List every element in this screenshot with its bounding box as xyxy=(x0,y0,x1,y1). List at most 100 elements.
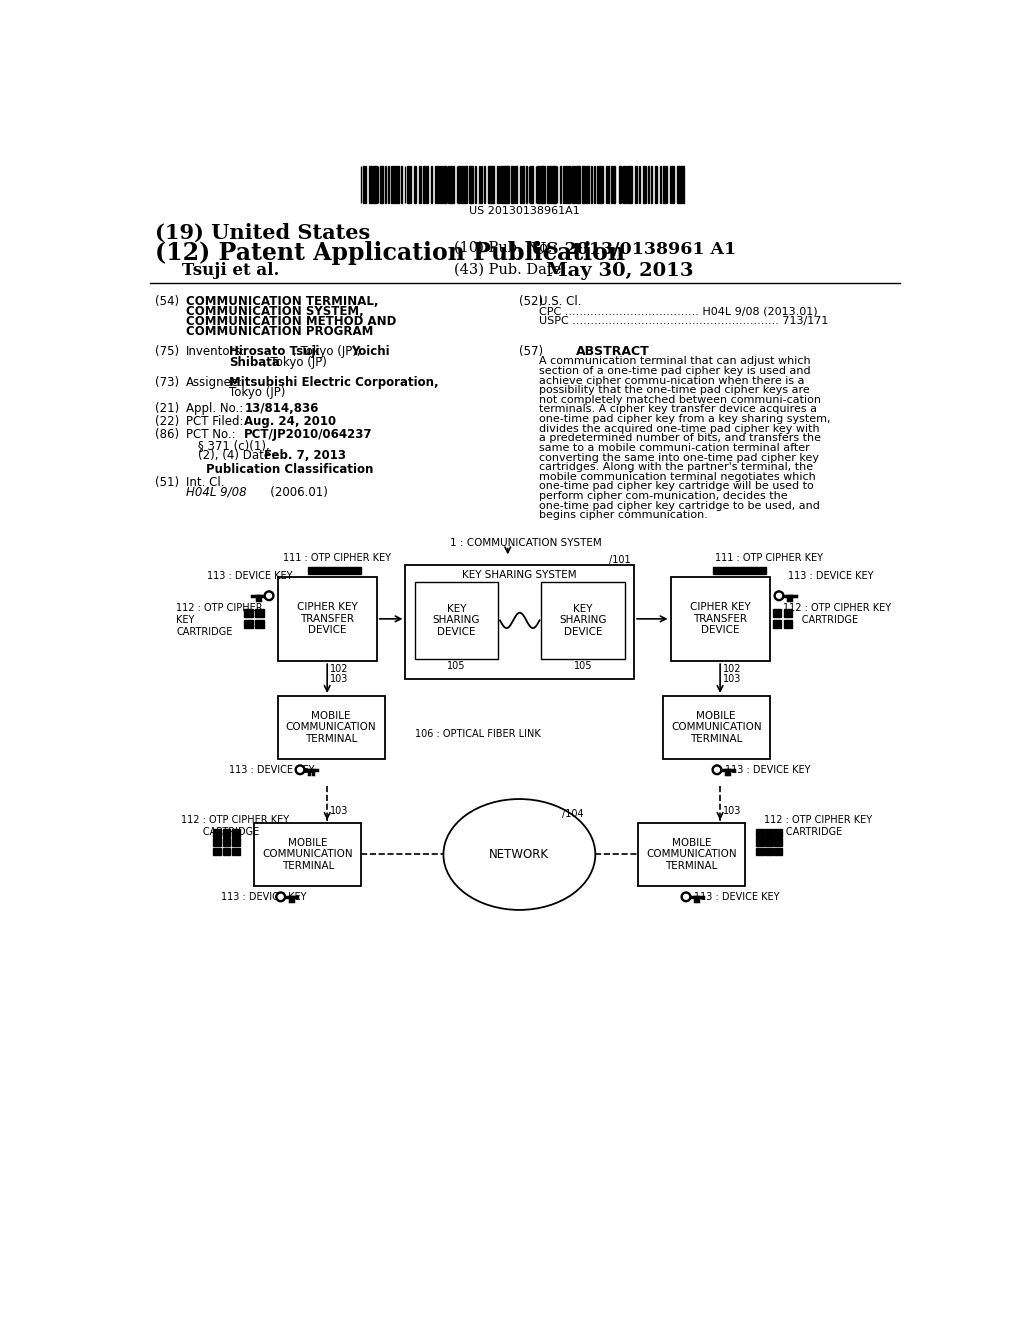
Text: USPC ......................................................... 713/171: USPC ...................................… xyxy=(539,317,828,326)
Bar xyxy=(765,838,773,846)
FancyBboxPatch shape xyxy=(541,582,625,659)
Bar xyxy=(554,166,556,203)
Text: (22): (22) xyxy=(155,414,179,428)
Bar xyxy=(373,166,377,203)
Bar xyxy=(583,166,586,203)
Text: PCT Filed:: PCT Filed: xyxy=(186,414,244,428)
Text: 102: 102 xyxy=(331,664,349,673)
Text: 105: 105 xyxy=(573,661,592,671)
Bar xyxy=(783,619,793,628)
Circle shape xyxy=(279,895,283,899)
Bar xyxy=(506,166,509,203)
Text: Appl. No.:: Appl. No.: xyxy=(186,401,244,414)
Circle shape xyxy=(712,764,722,775)
Text: KEY
SHARING
DEVICE: KEY SHARING DEVICE xyxy=(433,603,480,638)
Bar xyxy=(469,166,471,203)
Text: CIPHER KEY
TRANSFER
DEVICE: CIPHER KEY TRANSFER DEVICE xyxy=(297,602,357,635)
Bar xyxy=(245,619,253,628)
Bar xyxy=(756,829,764,837)
Text: not completely matched between communi-cation: not completely matched between communi-c… xyxy=(539,395,821,405)
Text: (2), (4) Date:: (2), (4) Date: xyxy=(198,449,274,462)
Bar xyxy=(522,166,524,203)
Circle shape xyxy=(776,593,781,598)
Text: May 30, 2013: May 30, 2013 xyxy=(547,263,694,280)
Text: ABSTRACT: ABSTRACT xyxy=(575,345,649,358)
Text: 106 : OPTICAL FIBER LINK: 106 : OPTICAL FIBER LINK xyxy=(415,729,541,739)
Bar xyxy=(245,609,253,618)
Text: Inventors:: Inventors: xyxy=(186,345,246,358)
Bar xyxy=(388,166,389,203)
Bar xyxy=(682,166,684,203)
Bar xyxy=(213,838,221,846)
Text: converting the same into one-time pad cipher key: converting the same into one-time pad ci… xyxy=(539,453,819,462)
Bar xyxy=(575,166,580,203)
Bar xyxy=(624,166,625,203)
Text: Publication Classification: Publication Classification xyxy=(206,463,373,477)
Bar xyxy=(773,609,781,618)
Text: begins cipher communication.: begins cipher communication. xyxy=(539,511,708,520)
Text: same to a mobile communi-cation terminal after: same to a mobile communi-cation terminal… xyxy=(539,444,810,453)
Bar xyxy=(423,166,425,203)
Bar xyxy=(765,829,773,837)
Text: U.S. Cl.: U.S. Cl. xyxy=(539,296,582,309)
Text: (75): (75) xyxy=(155,345,179,358)
Bar xyxy=(774,847,782,855)
Text: 103: 103 xyxy=(331,807,348,816)
Bar xyxy=(628,166,632,203)
FancyBboxPatch shape xyxy=(278,696,385,759)
Text: one-time pad cipher key cartridge will be used to: one-time pad cipher key cartridge will b… xyxy=(539,482,813,491)
Bar xyxy=(419,166,421,203)
Bar xyxy=(471,166,473,203)
Text: Tsuji et al.: Tsuji et al. xyxy=(182,263,280,280)
Bar xyxy=(461,166,463,203)
Bar xyxy=(222,847,230,855)
Text: COMMUNICATION METHOD AND: COMMUNICATION METHOD AND xyxy=(186,315,396,329)
Text: Feb. 7, 2013: Feb. 7, 2013 xyxy=(263,449,346,462)
Circle shape xyxy=(266,593,271,598)
Circle shape xyxy=(264,591,274,601)
Bar xyxy=(659,166,662,203)
Text: (12) Patent Application Publication: (12) Patent Application Publication xyxy=(155,240,625,265)
FancyBboxPatch shape xyxy=(663,696,770,759)
Circle shape xyxy=(684,895,688,899)
Bar xyxy=(599,166,601,203)
FancyBboxPatch shape xyxy=(671,577,770,661)
Text: /101: /101 xyxy=(608,554,630,565)
Text: , Tokyo (JP);: , Tokyo (JP); xyxy=(293,345,360,358)
Bar xyxy=(525,166,527,203)
Bar xyxy=(231,847,240,855)
Circle shape xyxy=(715,767,720,772)
Text: (86): (86) xyxy=(155,428,179,441)
Text: 102: 102 xyxy=(723,664,741,673)
Bar xyxy=(565,166,567,203)
Text: 112 : OTP CIPHER KEY
       CARTRIDGE: 112 : OTP CIPHER KEY CARTRIDGE xyxy=(180,816,289,837)
Bar xyxy=(439,166,441,203)
Text: COMMUNICATION SYSTEM,: COMMUNICATION SYSTEM, xyxy=(186,305,364,318)
Bar xyxy=(594,166,595,203)
Text: one-time pad cipher key from a key sharing system,: one-time pad cipher key from a key shari… xyxy=(539,414,830,424)
Text: (10) Pub. No.:: (10) Pub. No.: xyxy=(454,240,561,255)
Text: 113 : DEVICE KEY: 113 : DEVICE KEY xyxy=(725,766,810,775)
Text: 113 : DEVICE KEY: 113 : DEVICE KEY xyxy=(207,572,293,581)
Circle shape xyxy=(681,892,691,902)
Bar xyxy=(497,166,499,203)
Bar xyxy=(765,847,773,855)
Text: § 371 (c)(1),: § 371 (c)(1), xyxy=(198,440,269,453)
Bar xyxy=(400,166,402,203)
Bar xyxy=(540,166,543,203)
Text: Aug. 24, 2010: Aug. 24, 2010 xyxy=(245,414,336,428)
FancyBboxPatch shape xyxy=(278,577,377,661)
Bar xyxy=(492,166,494,203)
Bar xyxy=(626,166,627,203)
Text: MOBILE
COMMUNICATION
TERMINAL: MOBILE COMMUNICATION TERMINAL xyxy=(671,711,762,744)
Text: one-time pad cipher key cartridge to be used, and: one-time pad cipher key cartridge to be … xyxy=(539,500,819,511)
Bar xyxy=(677,166,681,203)
Text: KEY SHARING SYSTEM: KEY SHARING SYSTEM xyxy=(463,570,578,579)
Text: (57): (57) xyxy=(519,345,544,358)
Text: 111 : OTP CIPHER KEY: 111 : OTP CIPHER KEY xyxy=(715,553,822,562)
Bar xyxy=(783,609,793,618)
Bar xyxy=(663,166,665,203)
Text: 112 : OTP CIPHER KEY
      CARTRIDGE: 112 : OTP CIPHER KEY CARTRIDGE xyxy=(783,603,891,626)
Text: (43) Pub. Date:: (43) Pub. Date: xyxy=(454,263,565,276)
FancyBboxPatch shape xyxy=(638,822,744,886)
